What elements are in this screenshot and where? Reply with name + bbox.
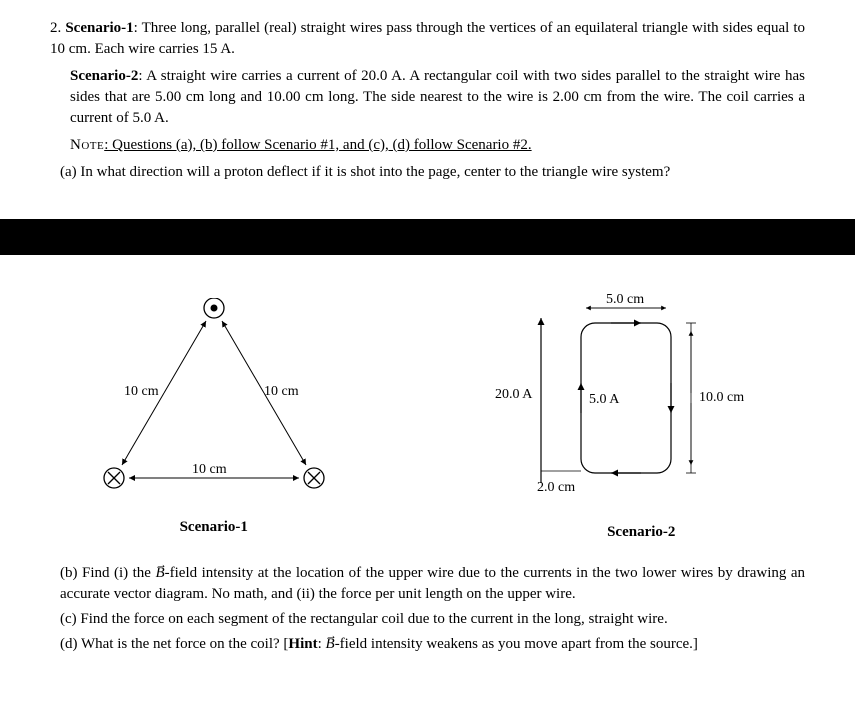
- part-d-text-1: What is the net force on the coil? [: [81, 636, 288, 652]
- part-d-label: (d): [60, 636, 78, 652]
- part-a-text: In what direction will a proton deflect …: [80, 164, 670, 180]
- note-para: Note: Questions (a), (b) follow Scenario…: [70, 135, 805, 156]
- side-label-bottom: 10 cm: [192, 462, 227, 477]
- figure2-caption: Scenario-2: [491, 522, 791, 543]
- problem-number: 2.: [50, 20, 61, 36]
- b-vector-symbol-2: B: [326, 636, 335, 652]
- hint-label: Hint: [288, 636, 317, 652]
- part-b: (b) Find (i) the B-field intensity at th…: [60, 563, 805, 605]
- scenario2-para: Scenario-2: A straight wire carries a cu…: [70, 66, 805, 129]
- figure-scenario-1: 10 cm 10 cm 10 cm Scenario-1: [64, 298, 364, 538]
- part-a-label: (a): [60, 164, 77, 180]
- b-vector-symbol: B: [155, 565, 164, 581]
- scenario1-label: Scenario-1: [65, 20, 133, 36]
- part-d: (d) What is the net force on the coil? […: [60, 634, 805, 655]
- part-d-text-3: -field intensity weakens as you move apa…: [335, 636, 698, 652]
- wire-current-label: 20.0 A: [495, 387, 533, 402]
- width-label: 5.0 cm: [606, 293, 644, 307]
- gap-label: 2.0 cm: [537, 480, 575, 495]
- part-a: (a) In what direction will a proton defl…: [60, 162, 805, 183]
- coil-diagram: 20.0 A 2.0 cm 5.0 A 5.0 cm 10.0 cm: [491, 293, 791, 503]
- scenario1-text: : Three long, parallel (real) straight w…: [50, 20, 805, 57]
- part-c-text: Find the force on each segment of the re…: [80, 611, 667, 627]
- note-text: : Questions (a), (b) follow Scenario #1,…: [104, 137, 531, 153]
- divider-bar: [0, 219, 855, 255]
- part-b-label: (b): [60, 565, 78, 581]
- part-b-text-2: -field intensity at the location of the …: [60, 565, 805, 602]
- scenario2-text: : A straight wire carries a current of 2…: [70, 68, 805, 126]
- problem-intro: 2. Scenario-1: Three long, parallel (rea…: [50, 18, 805, 60]
- part-c: (c) Find the force on each segment of th…: [60, 609, 805, 630]
- figure-scenario-2: 20.0 A 2.0 cm 5.0 A 5.0 cm 10.0 cm: [491, 293, 791, 543]
- figure1-caption: Scenario-1: [64, 517, 364, 538]
- figures-row: 10 cm 10 cm 10 cm Scenario-1 20.0 A 2.0 …: [0, 293, 855, 543]
- part-b-text-1: Find (i) the: [82, 565, 155, 581]
- scenario2-label: Scenario-2: [70, 68, 138, 84]
- coil-current-label: 5.0 A: [589, 392, 620, 407]
- part-d-text-2: :: [318, 636, 326, 652]
- triangle-diagram: 10 cm 10 cm 10 cm: [64, 298, 364, 498]
- part-c-label: (c): [60, 611, 77, 627]
- height-label: 10.0 cm: [699, 390, 744, 405]
- note-label: Note: [70, 137, 104, 153]
- side-label-right: 10 cm: [264, 384, 299, 399]
- side-label-left: 10 cm: [124, 384, 159, 399]
